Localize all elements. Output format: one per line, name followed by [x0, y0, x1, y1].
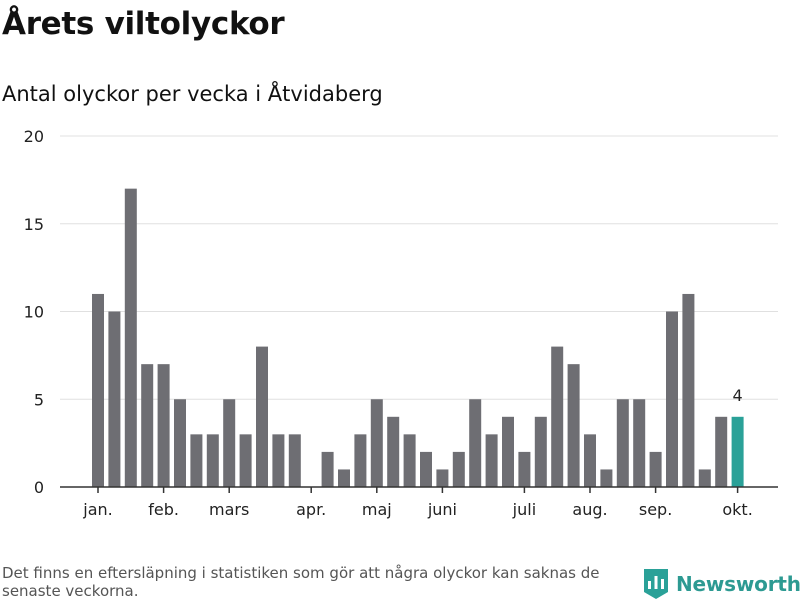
chart-title: Årets viltolyckor — [2, 6, 285, 42]
y-tick-label: 0 — [34, 478, 44, 497]
bar — [206, 434, 219, 487]
bar — [354, 434, 367, 487]
bar — [92, 293, 104, 487]
y-axis-ticks: 0 5 10 15 20 — [24, 127, 44, 497]
y-tick-label: 10 — [24, 303, 44, 322]
bar — [420, 451, 432, 487]
bar — [108, 311, 121, 487]
x-tick-label: juni — [427, 500, 457, 519]
bar — [715, 416, 728, 487]
bar — [272, 434, 285, 487]
x-tick-label: okt. — [722, 500, 752, 519]
x-tick-label: feb. — [148, 500, 179, 519]
x-tick-label: aug. — [572, 500, 607, 519]
bar — [157, 364, 170, 487]
bar — [649, 451, 662, 487]
bar — [239, 434, 252, 487]
x-tick-label: maj — [362, 500, 392, 519]
bar — [370, 399, 383, 487]
bar — [518, 451, 531, 487]
bar — [666, 311, 678, 487]
bar — [682, 293, 695, 487]
bar-value-label: 4 — [733, 386, 743, 405]
bar — [436, 469, 449, 487]
bar — [452, 451, 465, 487]
bar — [551, 346, 564, 487]
bar — [584, 434, 596, 487]
bar — [174, 399, 186, 487]
x-tick-label: juli — [512, 500, 536, 519]
bar — [321, 451, 334, 487]
bars — [92, 188, 744, 487]
bar — [616, 399, 629, 487]
y-tick-label: 15 — [24, 215, 44, 234]
bar — [485, 434, 498, 487]
bar-chart: 0 5 10 15 20 jan. feb. mars apr. maj juni juli aug.… — [24, 127, 778, 519]
y-tick-label: 20 — [24, 127, 44, 146]
brand: Newsworthy — [644, 569, 800, 599]
bar — [403, 434, 416, 487]
bar — [141, 364, 154, 487]
bar — [387, 416, 400, 487]
bar — [190, 434, 203, 487]
bar — [338, 469, 350, 487]
bar — [288, 434, 301, 487]
bar — [124, 188, 137, 487]
bar — [223, 399, 236, 487]
footnote: Det finns en eftersläpning i statistiken… — [2, 564, 600, 600]
bar — [469, 399, 482, 487]
bar-highlight — [731, 416, 744, 487]
y-tick-label: 5 — [34, 390, 44, 409]
bar — [567, 364, 580, 487]
x-tick-label: apr. — [296, 500, 326, 519]
newsworthy-logo-icon — [644, 569, 668, 599]
x-tick-label: mars — [209, 500, 249, 519]
data-labels: 4 — [733, 386, 743, 405]
x-axis-ticks: jan. feb. mars apr. maj juni juli aug. sep. okt. — [60, 486, 778, 519]
x-tick-label: jan. — [82, 500, 112, 519]
bar — [600, 469, 613, 487]
bar — [256, 346, 268, 487]
chart-subtitle: Antal olyckor per vecka i Åtvidaberg — [2, 82, 383, 106]
bar — [534, 416, 547, 487]
bar — [502, 416, 514, 487]
bar — [698, 469, 711, 487]
brand-name: Newsworthy — [676, 572, 800, 596]
bar — [633, 399, 646, 487]
x-tick-label: sep. — [639, 500, 672, 519]
